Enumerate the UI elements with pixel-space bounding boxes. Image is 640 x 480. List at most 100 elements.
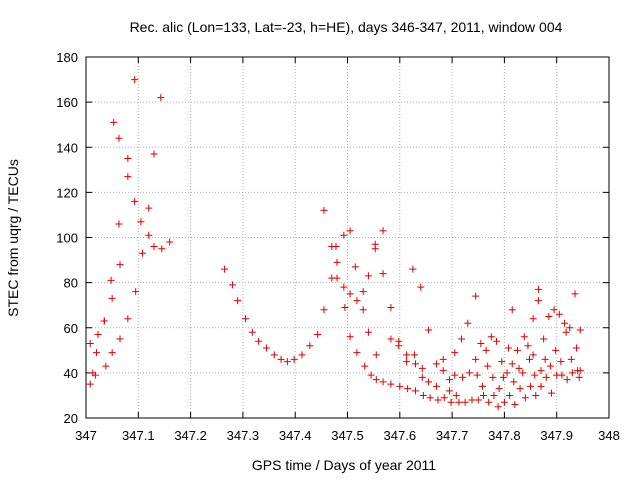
data-point [359, 288, 367, 296]
data-point [513, 346, 521, 354]
data-point [447, 398, 455, 406]
x-tick-label: 347.6 [384, 428, 417, 443]
data-point [102, 362, 110, 370]
data-point [86, 340, 94, 348]
data-point [541, 355, 549, 363]
data-point [555, 310, 563, 318]
data-point [320, 206, 328, 214]
data-point [332, 243, 340, 251]
data-point [432, 382, 440, 390]
data-point [540, 335, 548, 343]
data-point [534, 285, 542, 293]
x-tick-label: 347.9 [540, 428, 573, 443]
data-point [100, 317, 108, 325]
data-point [503, 369, 511, 377]
data-point [131, 76, 139, 84]
data-point [277, 355, 285, 363]
data-point [468, 396, 476, 404]
data-point [484, 362, 492, 370]
data-point [498, 358, 506, 366]
data-point [379, 378, 387, 386]
data-point [255, 337, 263, 345]
data-point [110, 118, 118, 126]
data-point [566, 324, 574, 332]
data-point [409, 265, 417, 273]
data-point [372, 351, 380, 359]
data-point [451, 349, 459, 357]
data-point [529, 315, 537, 323]
data-point [132, 288, 140, 296]
data-point [508, 360, 516, 368]
data-point [445, 376, 453, 384]
data-point [387, 335, 395, 343]
data-point [527, 382, 535, 390]
data-point [116, 261, 124, 269]
data-point [115, 134, 123, 142]
data-point [537, 382, 545, 390]
data-point [270, 351, 278, 359]
x-tick-label: 347.2 [174, 428, 207, 443]
data-point [137, 218, 145, 226]
data-point [320, 306, 328, 314]
data-point [353, 349, 361, 357]
data-point [395, 342, 403, 350]
data-point [459, 373, 467, 381]
data-point [493, 337, 501, 345]
x-tick-label: 347.7 [436, 428, 469, 443]
data-point [499, 373, 507, 381]
data-point [115, 220, 123, 228]
data-point [145, 231, 153, 239]
x-tick-label: 348 [598, 428, 620, 443]
data-point [478, 382, 486, 390]
grid [86, 57, 609, 418]
data-point [458, 335, 466, 343]
y-tick-label: 160 [56, 95, 78, 110]
data-point [464, 319, 472, 327]
y-tick-label: 20 [64, 411, 78, 426]
data-point [92, 349, 100, 357]
data-point [547, 389, 555, 397]
data-point [124, 155, 132, 163]
data-point [107, 276, 115, 284]
data-point [353, 297, 361, 305]
data-point [474, 396, 482, 404]
y-tick-label: 120 [56, 185, 78, 200]
data-point [489, 373, 497, 381]
data-point [340, 231, 348, 239]
data-point [519, 369, 527, 377]
data-point [108, 349, 116, 357]
data-point [479, 391, 487, 399]
x-tick-label: 347 [75, 428, 97, 443]
data-point [550, 306, 558, 314]
data-point [465, 369, 473, 377]
data-point [434, 396, 442, 404]
data-point [542, 373, 550, 381]
y-tick-label: 60 [64, 321, 78, 336]
data-point [495, 385, 503, 393]
data-point [396, 382, 404, 390]
y-tick-label: 140 [56, 140, 78, 155]
y-tick-label: 80 [64, 276, 78, 291]
data-point [234, 297, 242, 305]
data-point [451, 371, 459, 379]
data-point [411, 387, 419, 395]
data-point [371, 245, 379, 253]
data-point [440, 394, 448, 402]
data-point [150, 150, 158, 158]
data-points [86, 76, 584, 411]
data-point [557, 358, 565, 366]
data-point [145, 204, 153, 212]
data-point [158, 245, 166, 253]
data-point [340, 283, 348, 291]
data-point [94, 331, 102, 339]
data-point [306, 342, 314, 350]
data-point [364, 272, 372, 280]
data-point [411, 360, 419, 368]
data-point [124, 315, 132, 323]
data-point [472, 292, 480, 300]
x-tick-label: 347.3 [227, 428, 260, 443]
data-point [452, 391, 460, 399]
data-point [545, 312, 553, 320]
data-point [361, 362, 369, 370]
data-point [346, 333, 354, 341]
